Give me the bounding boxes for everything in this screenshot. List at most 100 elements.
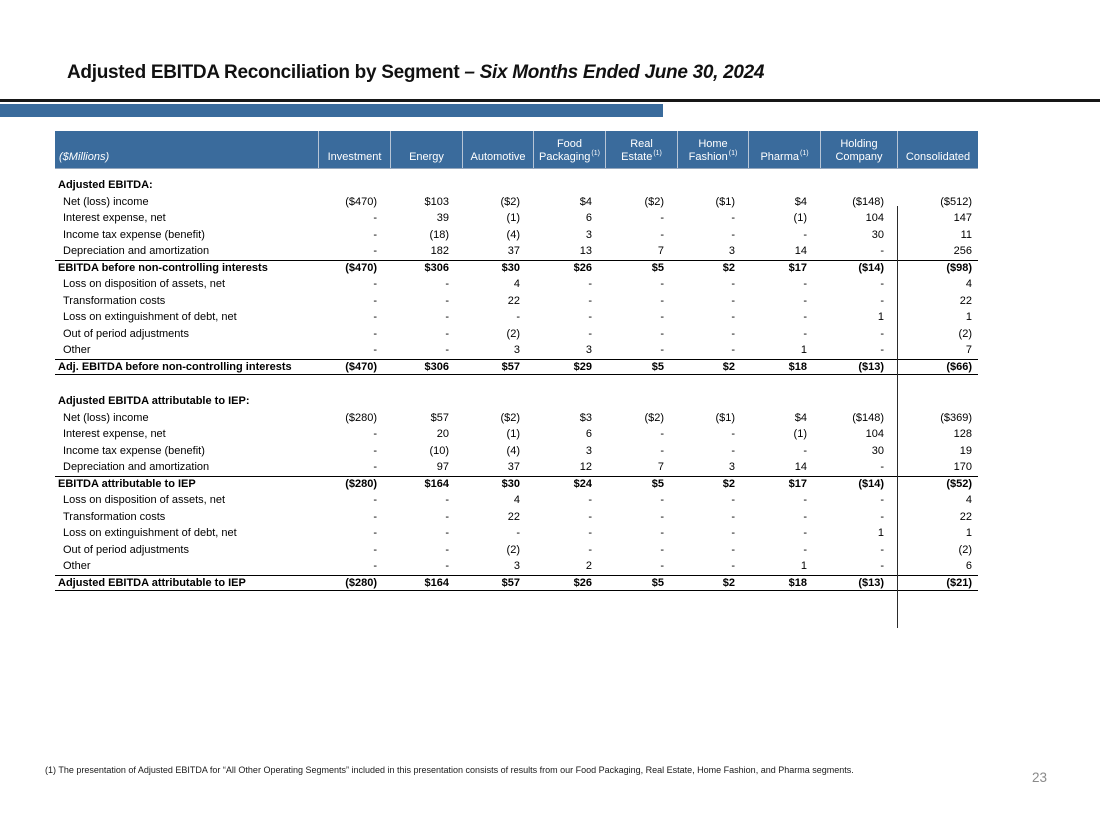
table-cell: (18) (429, 228, 449, 241)
table-cell: ($13) (858, 360, 884, 373)
table-cell: - (445, 311, 449, 324)
table-cell: 22 (507, 510, 520, 523)
row-label: Loss on disposition of assets, net (63, 278, 226, 291)
table-cell: 182 (430, 245, 449, 258)
table-row: Out of period adjustments - - (2) - - - - - (2) (55, 326, 978, 343)
table-cell: 3 (585, 228, 592, 241)
row-label: Depreciation and amortization (63, 461, 210, 474)
table-cell: - (660, 510, 664, 523)
table-cell: - (731, 294, 735, 307)
footnote: (1) The presentation of Adjusted EBITDA … (45, 765, 854, 775)
table-cell: - (445, 344, 449, 357)
row-label: Transformation costs (63, 294, 166, 307)
table-row: Net (loss) income ($470) $103 ($2) $4 ($2) ($1… (55, 194, 978, 211)
table-header: ($Millions) Investment Energy Automotive Foo… (55, 131, 978, 169)
table-cell: - (588, 278, 592, 291)
table-cell: 3 (728, 461, 735, 474)
table-cell: ($2) (644, 411, 664, 424)
row-label: EBITDA attributable to IEP (58, 478, 196, 491)
table-cell: - (445, 327, 449, 340)
table-cell: - (731, 311, 735, 324)
table-cell: ($14) (858, 478, 884, 491)
table-cell: 30 (871, 228, 884, 241)
table-cell: - (660, 278, 664, 291)
table-cell: - (880, 560, 884, 573)
table-row: Other - - 3 2 - - 1 - 6 (55, 558, 978, 575)
table-cell: $26 (573, 262, 592, 275)
row-label: Loss on disposition of assets, net (63, 494, 226, 507)
accent-bar (0, 104, 663, 117)
table-cell: 7 (657, 461, 664, 474)
row-label: Income tax expense (benefit) (63, 444, 205, 457)
table-cell: $3 (579, 411, 592, 424)
table-cell: (2) (506, 543, 520, 556)
table-cell: 20 (436, 428, 449, 441)
table-cell: 2 (585, 560, 592, 573)
table-cell: 22 (507, 294, 520, 307)
table-row: Income tax expense (benefit) - (10) (4) 3 - - -… (55, 443, 978, 460)
table-cell: - (731, 228, 735, 241)
table-cell: - (880, 510, 884, 523)
table-row: Transformation costs - - 22 - - - - - 22 (55, 293, 978, 310)
column-header: ($Millions) (59, 150, 110, 163)
table-cell: - (731, 444, 735, 457)
table-cell: - (803, 311, 807, 324)
table-cell: $18 (788, 360, 807, 373)
table-cell: 104 (865, 428, 884, 441)
row-label: Loss on extinguishment of debt, net (63, 527, 237, 540)
table-cell: - (803, 543, 807, 556)
table-cell: - (731, 560, 735, 573)
table-cell: 30 (871, 444, 884, 457)
table-cell: - (445, 278, 449, 291)
table-cell: (4) (506, 444, 520, 457)
table-row: Transformation costs - - 22 - - - - - 22 (55, 509, 978, 526)
table-row: Depreciation and amortization - 182 37 13 7 3 1… (55, 243, 978, 260)
table-cell: $17 (788, 478, 807, 491)
table-row: Other - - 3 3 - - 1 - 7 (55, 342, 978, 359)
table-cell: - (373, 212, 377, 225)
table-cell: ($1) (715, 195, 735, 208)
table-cell: $26 (573, 576, 592, 589)
table-cell: ($470) (345, 262, 377, 275)
table-cell: $57 (501, 360, 520, 373)
column-header: Investment (318, 131, 390, 168)
row-label: Out of period adjustments (63, 327, 189, 340)
table-cell: (2) (506, 327, 520, 340)
table-cell: (2) (958, 327, 972, 340)
table-cell: (1) (506, 212, 520, 225)
table-cell: 13 (579, 245, 592, 258)
table-cell: - (588, 510, 592, 523)
table-cell: ($148) (852, 195, 884, 208)
table-row: Net (loss) income ($280) $57 ($2) $3 ($2) ($1)… (55, 410, 978, 427)
row-label: Net (loss) income (63, 195, 149, 208)
table-cell: - (373, 560, 377, 573)
table-cell: 14 (794, 245, 807, 258)
table-cell: 170 (953, 461, 972, 474)
table-cell: - (731, 510, 735, 523)
table-cell: $5 (651, 576, 664, 589)
table-cell: $2 (722, 262, 735, 275)
row-label: Transformation costs (63, 510, 166, 523)
row-label: Interest expense, net (63, 212, 166, 225)
table-cell: - (660, 327, 664, 340)
table-cell: 12 (579, 461, 592, 474)
page-number: 23 (1031, 770, 1047, 785)
column-header: Home Fashion(1) (677, 131, 748, 168)
table-cell: 128 (953, 428, 972, 441)
row-label: Net (loss) income (63, 411, 149, 424)
table-cell: 4 (965, 278, 972, 291)
table-cell: 1 (877, 527, 884, 540)
table-cell: $164 (424, 478, 449, 491)
table-cell: 4 (513, 494, 520, 507)
table-row: EBITDA before non-controlling interests (… (55, 259, 978, 277)
table-cell: - (373, 527, 377, 540)
column-header: Food Packaging(1) (533, 131, 605, 168)
table-cell: $17 (788, 262, 807, 275)
row-label: Out of period adjustments (63, 543, 189, 556)
table-cell: - (880, 245, 884, 258)
table-cell: - (880, 461, 884, 474)
column-header: Energy (390, 131, 462, 168)
table-row: Loss on extinguishment of debt, net - - - - -… (55, 309, 978, 326)
table-cell: - (373, 294, 377, 307)
row-label: Adj. EBITDA before non-controlling inter… (58, 360, 292, 373)
